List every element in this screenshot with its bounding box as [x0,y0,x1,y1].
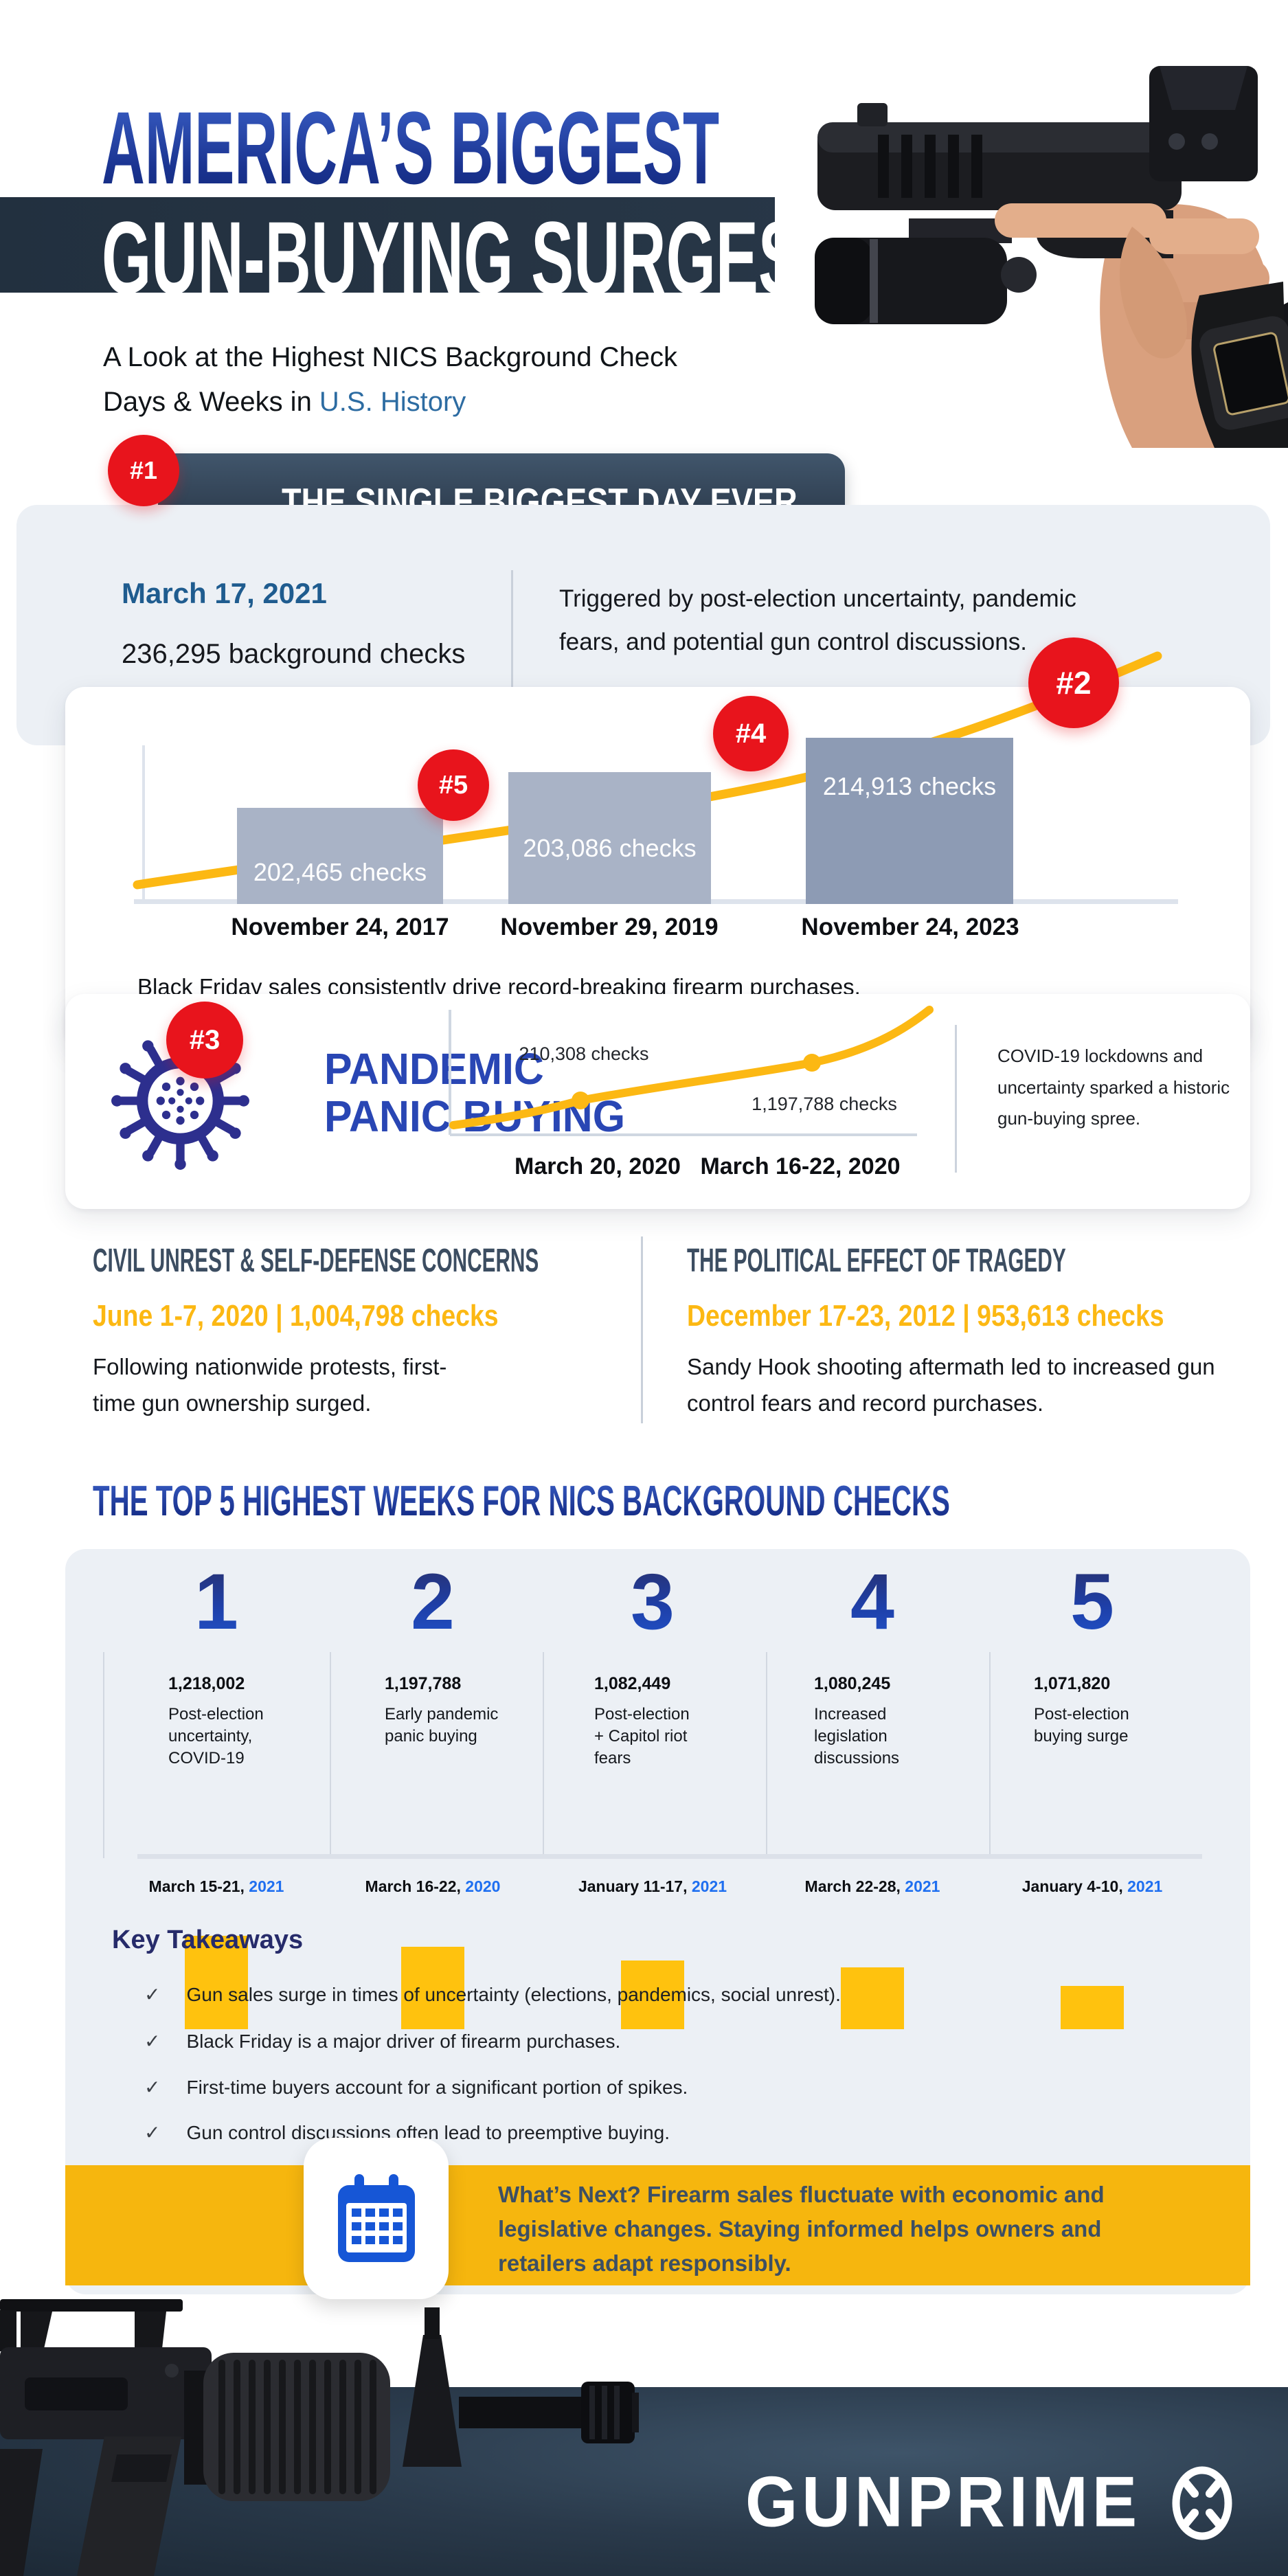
pistol-photo [775,0,1288,448]
top5-bar-1 [185,1936,248,2029]
bf-date-2023: November 24, 2023 [801,914,1019,940]
pandemic-desc: COVID-19 lockdowns and uncertainty spark… [997,1046,1230,1129]
subtitle: A Look at the Highest NICS Background Ch… [103,335,677,425]
takeaway-item-1: ✓ Gun sales surge in times of uncertainty… [144,1984,841,2005]
main-title-line1: AMERICA’S BIGGEST [102,90,720,205]
bf-bar-2023: 214,913 checks [806,738,1013,904]
top5-date-5: January 4-10, 2021 [1021,1877,1163,1895]
bf-bar-2023-label: 214,913 checks [822,772,997,800]
bf-bar-2019: 203,086 checks [508,772,711,904]
events-divider [641,1236,643,1423]
bf-date-2019: November 29, 2019 [500,914,719,940]
event-tragedy: THE POLITICAL EFFECT OF TRAGEDY December… [687,1242,1288,1422]
check-icon: ✓ [144,2031,161,2052]
bf-date-2017: November 24, 2017 [231,914,449,940]
top5-stat-1: 1,218,002 Post-election uncertainty, COVID… [168,1674,264,1767]
rank-4-badge: #4 [713,696,789,771]
takeaway-item-2: ✓ Black Friday is a major driver of firea… [144,2031,621,2052]
top5-rank-2: 2 [364,1563,501,1642]
event-civil-unrest-stat: June 1-7, 2020 | 1,004,798 checks [93,1299,499,1333]
top5-bar-4 [841,1967,904,2029]
top5-bar-2 [401,1947,464,2029]
main-title-line2: GUN-BUYING SURGES [102,200,801,315]
takeaway-item-3: ✓ First-time buyers account for a signifi… [144,2077,688,2098]
subtitle-highlight: U.S. History [319,386,466,417]
check-icon: ✓ [144,2122,161,2143]
pandemic-card: #3 PANDEMIC PANIC BUYING 210,308 checks … [65,994,1250,1209]
top5-rank-4: 4 [804,1563,941,1642]
single-day-divider [511,570,513,687]
subtitle-line1: A Look at the Highest NICS Background Ch… [103,342,678,372]
pistol-illustration [775,0,1288,448]
top5-rank-1: 1 [148,1563,285,1642]
brand-reticle-icon [1172,2466,1232,2540]
brand-logo: GUNPRIME [745,2461,1142,2542]
top5-baseline [137,1854,1202,1859]
event-civil-unrest-title: CIVIL UNREST & SELF-DEFENSE CONCERNS [93,1243,539,1279]
top5-divider-0 [103,1652,104,1858]
pandemic-point2-label: 1,197,788 checks [752,1094,897,1114]
event-civil-unrest: CIVIL UNREST & SELF-DEFENSE CONCERNS Jun… [93,1242,812,1422]
event-civil-unrest-desc: Following nationwide protests, first- ti… [93,1354,447,1416]
pandemic-line-chart [449,1006,934,1136]
top5-card: 1 2 3 4 5 1,218,002 Post-election uncerta… [65,1549,1250,2299]
calendar-chip [304,2138,449,2299]
black-friday-card: 202,465 checks 203,086 checks 214,913 ch… [65,637,1250,1048]
single-day-date: March 17, 2021 [122,577,327,609]
top5-divider-1 [330,1652,331,1858]
top5-divider-4 [989,1652,991,1858]
rank-3-badge: #3 [166,1002,243,1078]
top5-bar-3 [621,1961,684,2029]
top5-divider-2 [543,1652,544,1858]
single-day-desc: Triggered by post-election uncertainty, … [559,585,1076,655]
check-icon: ✓ [144,2077,161,2098]
pandemic-point1-date: March 20, 2020 [515,1153,681,1179]
calendar-icon [337,2173,415,2262]
check-icon: ✓ [144,1984,161,2005]
pandemic-point2-date: March 16-22, 2020 [700,1153,901,1179]
rifle-photo [0,2290,790,2576]
single-day-stat: 236,295 background checks [122,639,466,669]
bf-y-axis [142,745,145,902]
event-tragedy-title: THE POLITICAL EFFECT OF TRAGEDY [687,1243,1066,1279]
rank-2-badge: #2 [1028,637,1119,728]
rank-1-badge: #1 [108,435,179,506]
top5-rank-3: 3 [584,1563,721,1642]
event-tragedy-stat: December 17-23, 2012 | 953,613 checks [687,1299,1164,1333]
top5-stat-5: 1,071,820 Post-election buying surge [1034,1674,1129,1745]
pandemic-divider [955,1025,957,1173]
whats-next-text: What’s Next? Firearm sales fluctuate wit… [498,2182,1105,2276]
top5-date-3: January 11-17, 2021 [578,1877,727,1895]
whats-next-banner: What’s Next? Firearm sales fluctuate wit… [65,2165,1250,2285]
top5-divider-3 [766,1652,767,1858]
pandemic-title: PANDEMIC PANIC BUYING [324,1044,626,1142]
bf-bar-2017: 202,465 checks [237,808,443,904]
top5-stat-2: 1,197,788 Early pandemic panic buying [385,1674,499,1745]
top5-date-2: March 16-22, 2020 [365,1877,501,1895]
top5-date-4: March 22-28, 2021 [804,1877,940,1895]
rank-5-badge: #5 [418,749,489,821]
top5-rank-5: 5 [1024,1563,1161,1642]
pandemic-point1-label: 210,308 checks [519,1043,649,1064]
bf-bar-2019-label: 203,086 checks [523,834,697,862]
top5-stat-4: 1,080,245 Increased legislation discussion… [814,1674,900,1767]
top5-bar-5 [1061,1986,1124,2029]
key-takeaways-title: Key Takeaways [112,1925,304,1954]
top5-stat-3: 1,082,449 Post-election + Capitol riot fea… [594,1674,690,1767]
rifle-illustration [0,2299,639,2576]
bf-bar-2017-label: 202,465 checks [253,858,427,886]
top5-title: THE TOP 5 HIGHEST WEEKS FOR NICS BACKGRO… [93,1478,950,1525]
top5-date-1: March 15-21, 2021 [148,1877,284,1895]
event-tragedy-desc: Sandy Hook shooting aftermath led to inc… [687,1354,1215,1416]
subtitle-line2: Days & Weeks in U.S. History [103,386,466,417]
